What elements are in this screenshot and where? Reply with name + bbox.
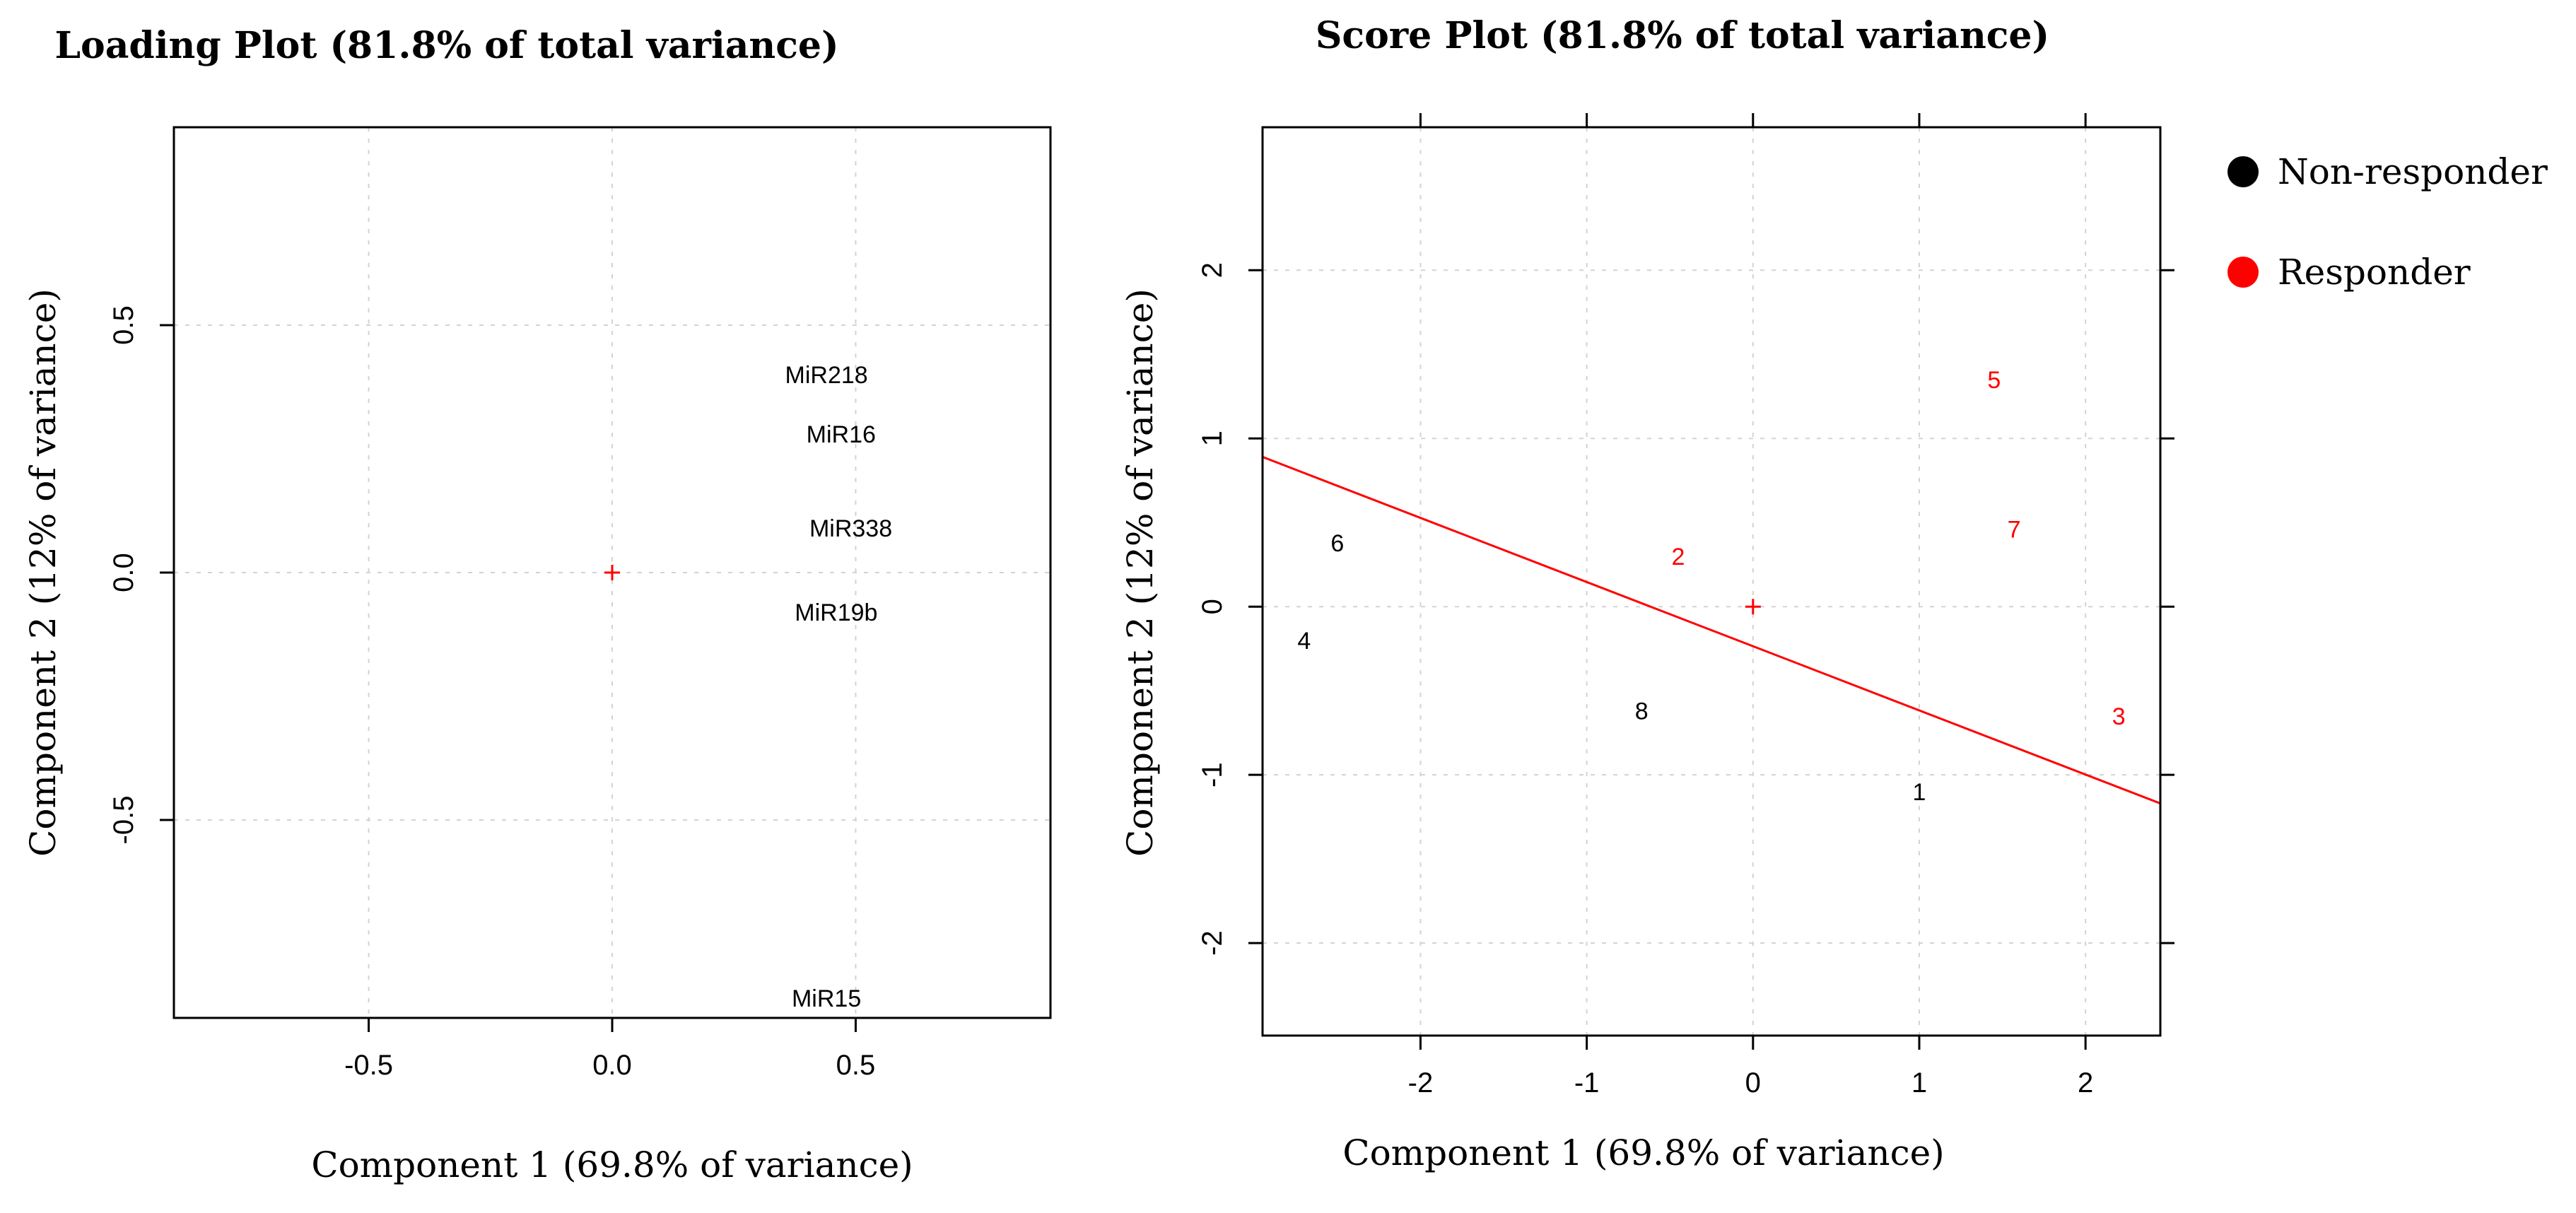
- loading-point-label: MiR15: [792, 985, 861, 1012]
- legend-label-responder: Responder: [2278, 252, 2471, 293]
- x-tick-label: 0.5: [836, 1050, 876, 1081]
- y-tick-label: -1: [1197, 762, 1228, 787]
- y-tick-label: 2: [1197, 262, 1228, 278]
- score-point-label: 1: [1913, 779, 1926, 806]
- y-tick-label: 1: [1197, 430, 1228, 446]
- score-point-label: 2: [1672, 544, 1685, 570]
- loading-x-axis-ticks: -0.5 0.0 0.5: [344, 1018, 875, 1081]
- loading-plot-title: Loading Plot (81.8% of total variance): [54, 24, 838, 67]
- loading-point-label: MiR218: [785, 362, 868, 389]
- loading-points: MiR218 MiR16 MiR338 MiR19b MiR15: [785, 362, 893, 1012]
- score-point-label: 4: [1297, 628, 1311, 655]
- score-plot: Score Plot (81.8% of total variance) -2-…: [1120, 14, 2174, 1173]
- y-tick-label: 0: [1197, 599, 1228, 614]
- score-point-label: 8: [1635, 698, 1649, 725]
- loading-point-label: MiR16: [807, 421, 876, 448]
- loading-y-axis-ticks: -0.5 0.0 0.5: [108, 305, 174, 844]
- loading-x-axis-label: Component 1 (69.8% of variance): [311, 1144, 913, 1185]
- score-y-axis-label: Component 2 (12% of variance): [1120, 288, 1161, 857]
- score-regression-line: [1262, 456, 2161, 805]
- score-x-axis-label: Component 1 (69.8% of variance): [1342, 1132, 1944, 1173]
- legend-label-non-responder: Non-responder: [2278, 151, 2548, 192]
- loading-point-label: MiR338: [809, 515, 892, 542]
- legend-marker-responder: [2227, 257, 2259, 288]
- score-grid: [1263, 127, 2160, 1036]
- score-point-label: 3: [2112, 703, 2126, 730]
- loading-plot: Loading Plot (81.8% of total variance) -…: [23, 24, 1052, 1185]
- x-tick-label: 2: [2078, 1067, 2093, 1098]
- x-tick-label: 0: [1745, 1067, 1761, 1098]
- loading-point-label: MiR19b: [795, 599, 877, 626]
- x-tick-label: 0.0: [592, 1050, 632, 1081]
- regression-line: [1262, 456, 2161, 805]
- score-point-label: 5: [1987, 367, 2001, 394]
- score-x-axis-ticks: -2 -1 0 1 2: [1408, 113, 2093, 1098]
- y-tick-label: -2: [1197, 930, 1228, 956]
- y-tick-label: 0.5: [108, 305, 139, 345]
- y-tick-label: -0.5: [108, 796, 139, 845]
- score-y-axis-ticks: -2 -1 0 1 2: [1197, 262, 2174, 956]
- y-tick-label: 0.0: [108, 553, 139, 592]
- score-plot-title: Score Plot (81.8% of total variance): [1316, 14, 2049, 57]
- x-tick-label: -2: [1408, 1067, 1434, 1098]
- score-point-label: 7: [2008, 517, 2021, 544]
- x-tick-label: -1: [1574, 1067, 1600, 1098]
- x-tick-label: -0.5: [344, 1050, 393, 1081]
- legend-marker-non-responder: [2227, 156, 2259, 187]
- x-tick-label: 1: [1911, 1067, 1927, 1098]
- score-origin-marker: [1745, 599, 1761, 615]
- score-point-label: 6: [1330, 530, 1344, 557]
- loading-origin-marker: [604, 565, 620, 580]
- score-plot-frame: [1261, 126, 2162, 1037]
- score-points: 1 2 3 4 5 6 7 8: [1297, 367, 2125, 806]
- loading-y-axis-label: Component 2 (12% of variance): [23, 288, 64, 857]
- score-legend: Non-responder Responder: [2227, 151, 2548, 293]
